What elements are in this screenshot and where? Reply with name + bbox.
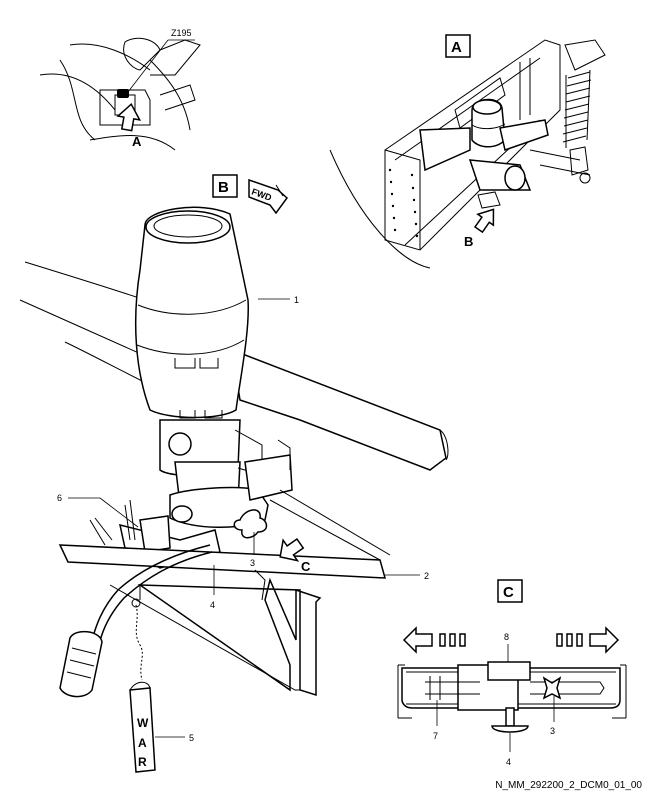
detail-c-inset: C 8 7 3 4 — [397, 579, 627, 767]
flag-letter-1: W — [137, 716, 149, 730]
detail-a-inset: Z195 A — [39, 28, 201, 151]
clamp-slider — [487, 661, 531, 681]
fwd-indicator: FWD — [248, 178, 289, 215]
callout-c-4: 4 — [506, 757, 511, 767]
coil-spring — [562, 69, 592, 148]
flag-letter-2: A — [138, 736, 147, 750]
detail-a-box-letter: A — [451, 39, 462, 56]
flag-letter-3: R — [138, 755, 147, 769]
view-c-letter: C — [301, 559, 311, 574]
detail-c-wing-knob — [542, 676, 562, 700]
wing-knob — [233, 509, 268, 539]
stand-base — [137, 577, 322, 697]
main-view: B FWD — [19, 174, 449, 773]
detail-b-box-letter: B — [218, 179, 229, 196]
left-direction-arrow — [402, 626, 433, 654]
drawing-reference: N_MM_292200_2_DCM0_01_00 — [495, 780, 642, 791]
detail-b-inset: A B — [329, 34, 606, 269]
callout-c-7: 7 — [433, 731, 438, 741]
detail-c-box-letter: C — [503, 584, 514, 601]
war-flag: W A R — [129, 681, 156, 773]
callout-6: 6 — [57, 493, 62, 503]
detail-c-frame — [497, 579, 523, 603]
rivet-row — [388, 168, 419, 238]
detail-a-frame — [445, 34, 471, 58]
callout-1: 1 — [294, 295, 299, 305]
view-b-letter: B — [464, 234, 473, 249]
right-direction-arrow — [589, 626, 620, 654]
callout-3: 3 — [250, 558, 255, 568]
callout-c-8: 8 — [504, 632, 509, 642]
handle-grip — [59, 630, 103, 698]
view-b-arrow — [473, 208, 495, 234]
callout-5: 5 — [189, 733, 194, 743]
view-a-letter: A — [132, 134, 142, 149]
detail-b-frame — [212, 174, 238, 198]
callout-2: 2 — [424, 571, 429, 581]
callout-4: 4 — [210, 600, 215, 610]
z195-marker — [117, 89, 129, 98]
callout-c-3: 3 — [550, 726, 555, 736]
view-a-arrow — [116, 103, 142, 132]
z195-label: Z195 — [171, 28, 192, 38]
view-c-arrow — [279, 537, 305, 562]
wheel-cover — [134, 206, 250, 419]
